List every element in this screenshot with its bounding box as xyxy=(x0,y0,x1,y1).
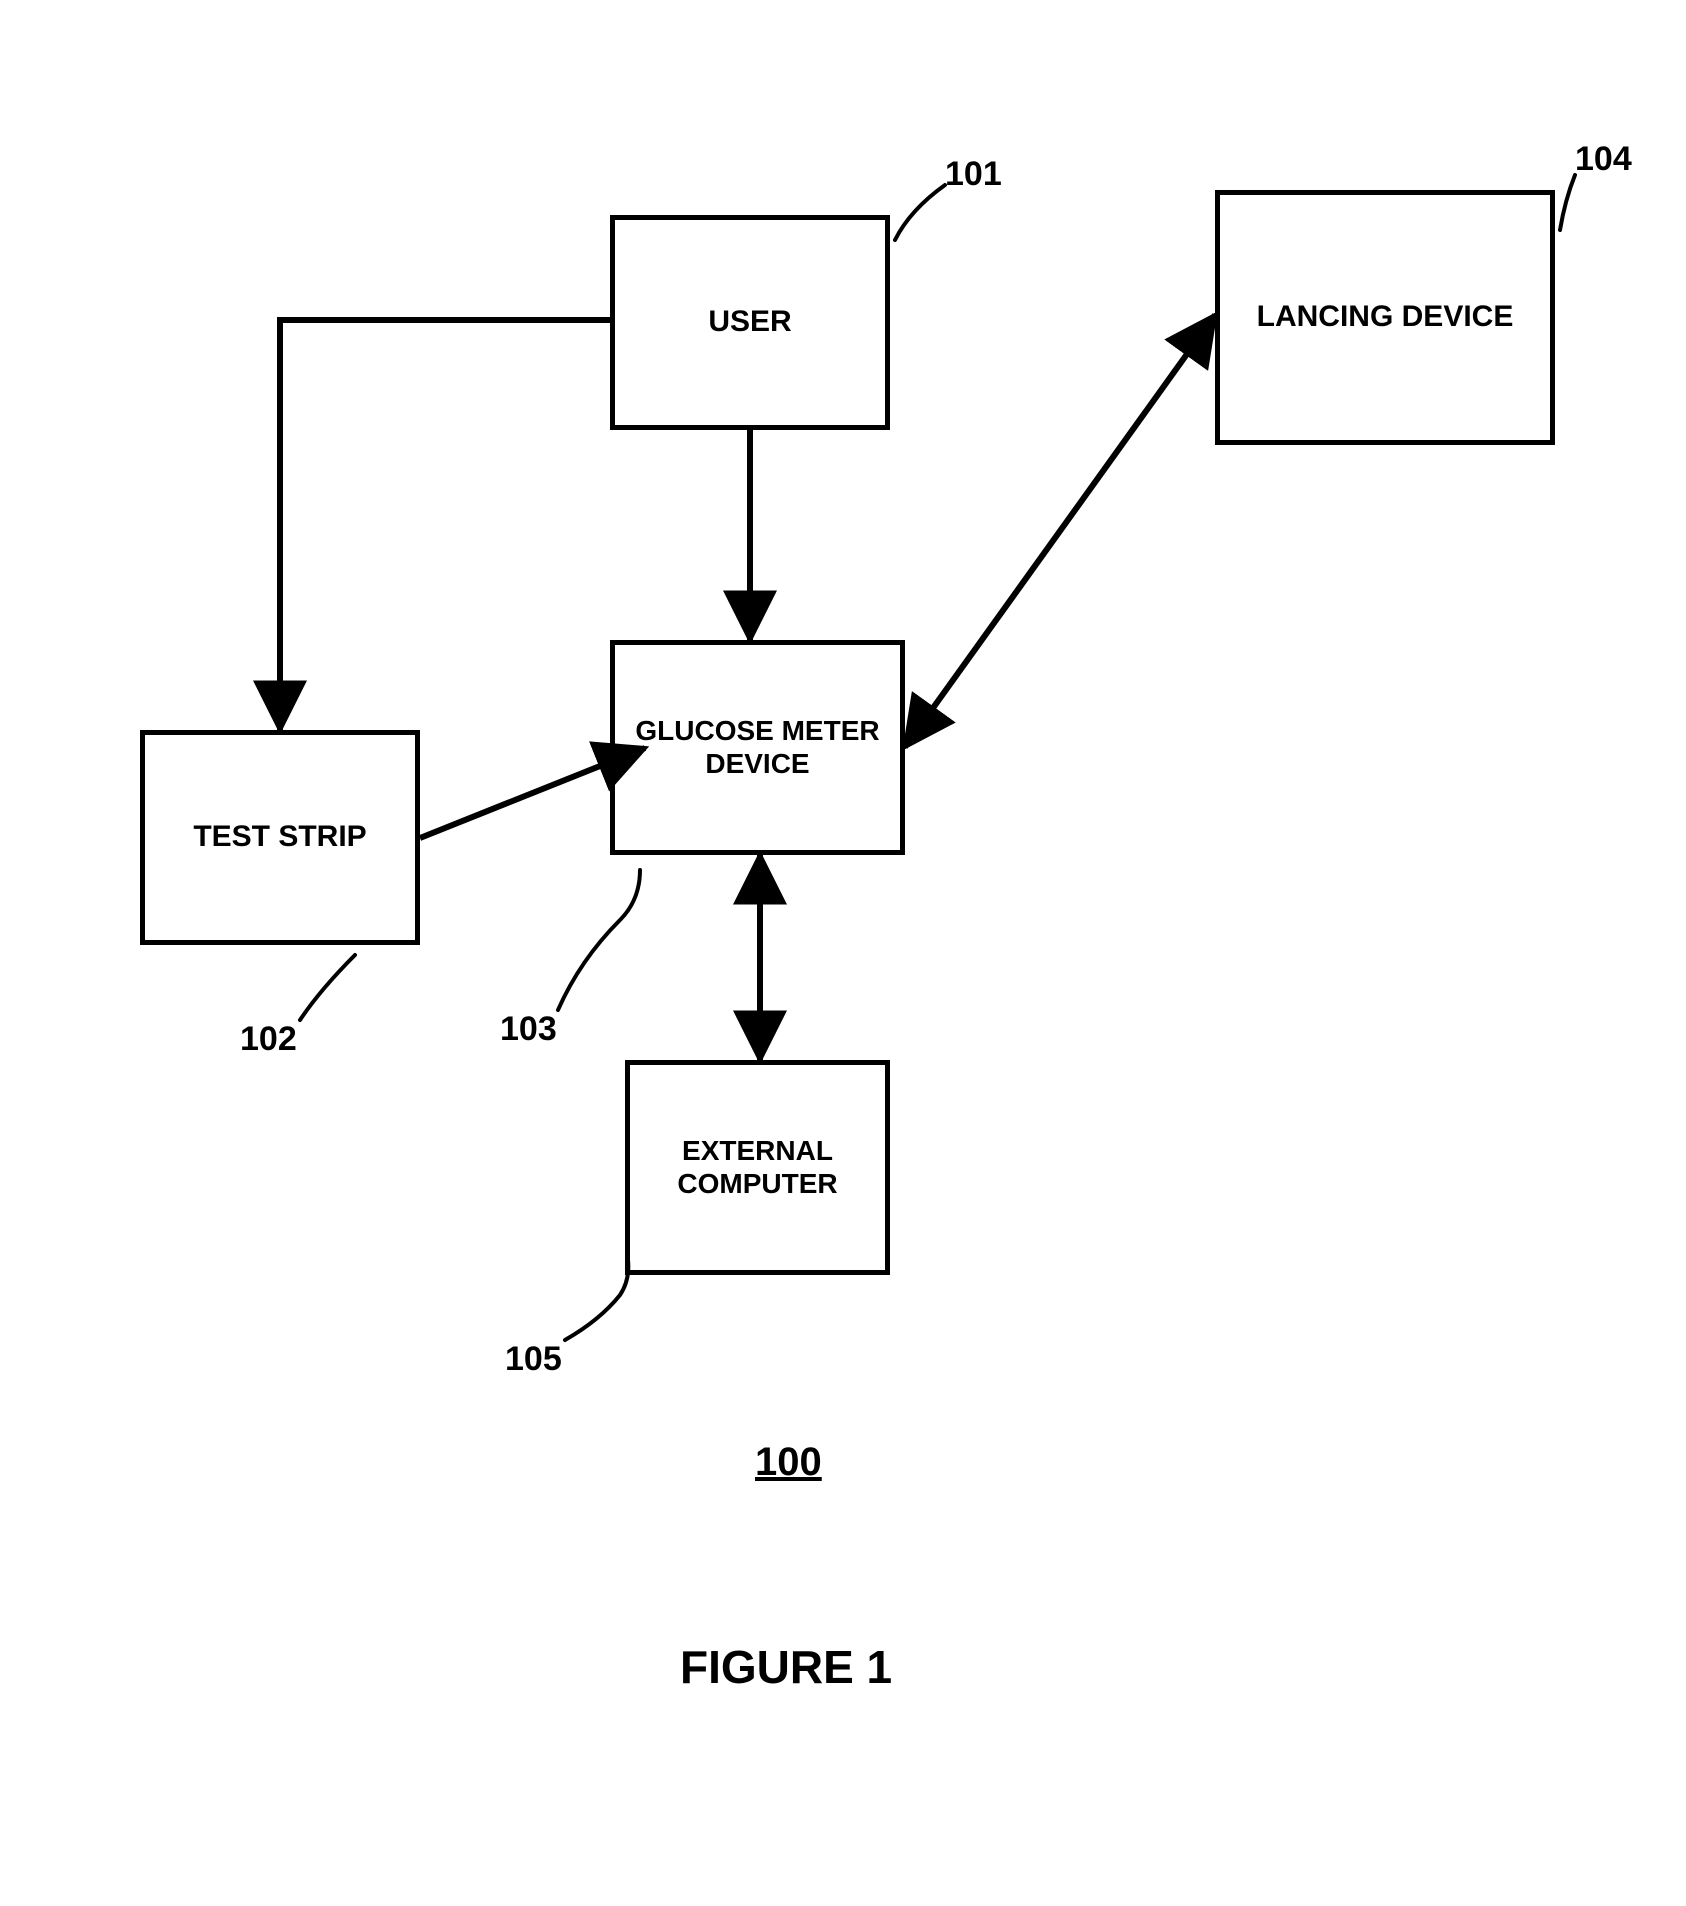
node-test-label: TEST STRIP xyxy=(193,820,366,855)
node-lancing-device: LANCING DEVICE xyxy=(1215,190,1555,445)
node-user-label: USER xyxy=(708,305,791,340)
ref-label-102: 102 xyxy=(240,1020,297,1059)
node-lancing-label: LANCING DEVICE xyxy=(1257,300,1514,335)
ref-label-101: 101 xyxy=(945,155,1002,194)
leader-line-3 xyxy=(1560,175,1575,230)
node-ext-label: EXTERNALCOMPUTER xyxy=(677,1135,837,1199)
node-external-computer: EXTERNALCOMPUTER xyxy=(625,1060,890,1275)
edge-meter-lancing xyxy=(905,315,1215,747)
diagram-canvas: USER TEST STRIP GLUCOSE METERDEVICE LANC… xyxy=(0,0,1686,1906)
figure-caption: FIGURE 1 xyxy=(680,1640,892,1694)
leader-line-0 xyxy=(895,185,945,240)
edge-user-test xyxy=(280,320,610,730)
ref-label-105: 105 xyxy=(505,1340,562,1379)
node-glucose-meter: GLUCOSE METERDEVICE xyxy=(610,640,905,855)
ref-label-103: 103 xyxy=(500,1010,557,1049)
node-meter-label: GLUCOSE METERDEVICE xyxy=(635,715,879,779)
figure-number: 100 xyxy=(755,1440,822,1485)
leader-line-2 xyxy=(558,870,640,1010)
leader-line-4 xyxy=(565,1260,628,1340)
leader-line-1 xyxy=(300,955,355,1020)
node-test-strip: TEST STRIP xyxy=(140,730,420,945)
ref-label-104: 104 xyxy=(1575,140,1632,179)
node-user: USER xyxy=(610,215,890,430)
